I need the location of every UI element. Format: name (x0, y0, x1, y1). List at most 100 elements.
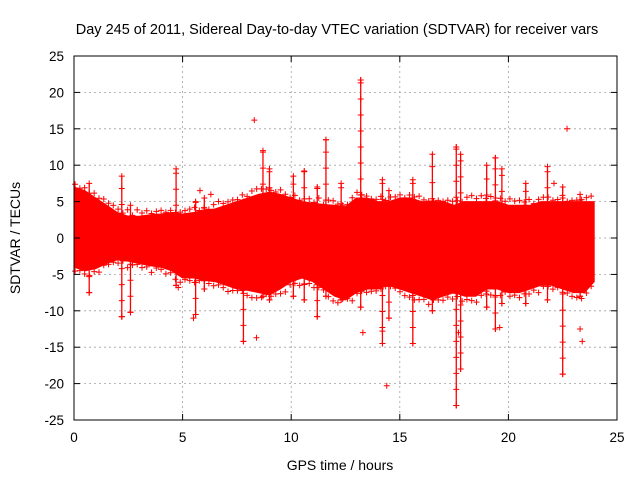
band-edge-point (564, 290, 571, 297)
spike-point (240, 258, 247, 265)
outlier-point (453, 144, 460, 150)
spike-point (357, 288, 364, 295)
y-tick-label: 20 (49, 85, 64, 100)
spike-end-point (409, 176, 416, 183)
spike-point (118, 185, 125, 192)
spike-point (453, 306, 460, 313)
band-edge-point (248, 187, 255, 194)
spike-point (457, 237, 464, 244)
spike-end-point (457, 151, 464, 158)
band-edge-point (105, 200, 112, 207)
outlier-point (196, 187, 203, 194)
band-edge-point (282, 288, 289, 295)
band-edge-point (244, 193, 251, 200)
spike-point (240, 290, 247, 297)
band-edge-point (224, 288, 231, 295)
band-edge-point (239, 287, 246, 294)
spike-point (453, 322, 460, 329)
x-tick-label: 0 (70, 430, 78, 445)
band-edge-point (181, 276, 188, 283)
band-edge-point (306, 195, 313, 202)
spike-point (290, 229, 297, 236)
spike-point (457, 269, 464, 276)
band-edge-point (349, 194, 356, 201)
spike-point (453, 226, 460, 233)
spike-end-point (314, 313, 321, 320)
band-edge-point (100, 262, 107, 269)
band-edge-point (210, 282, 217, 289)
spike-point (429, 163, 436, 170)
x-tick-label: 25 (609, 430, 624, 445)
spike-end-point (577, 293, 584, 300)
spike-point (522, 268, 529, 275)
band-edge-point (397, 191, 404, 198)
band-edge-point (392, 285, 399, 292)
spike-end-point (338, 296, 345, 303)
band-edge-point (363, 289, 370, 296)
band-edge-point (134, 206, 141, 213)
spike-point (492, 165, 499, 172)
spike-point (457, 173, 464, 180)
axis-ticks (73, 55, 618, 421)
band-edge-point (162, 209, 169, 216)
band-edge-point (220, 200, 227, 207)
spike-end-point (118, 173, 125, 180)
band-edge-point (72, 181, 79, 188)
x-tick-label: 5 (179, 430, 187, 445)
x-axis-label: GPS time / hours (287, 457, 394, 473)
band-edge-point (215, 281, 222, 288)
spike-point (457, 157, 464, 164)
spike-point (192, 231, 199, 238)
spike-point (457, 253, 464, 260)
spike-point (192, 295, 199, 302)
spike-point (338, 232, 345, 239)
spike-point (453, 338, 460, 345)
spike-point (322, 277, 329, 284)
spike-point (498, 268, 505, 275)
spike-point (240, 274, 247, 281)
x-tick-label: 15 (392, 430, 407, 445)
spike-point (259, 229, 266, 236)
spike-point (457, 221, 464, 228)
band-edge-point (330, 297, 337, 304)
band-edge-point (186, 277, 193, 284)
band-edge-point (554, 196, 561, 203)
spike-point (522, 188, 529, 195)
spike-point (118, 201, 125, 208)
spike-point (453, 162, 460, 169)
spike-point (338, 264, 345, 271)
spike-point (577, 261, 584, 268)
spike-point (118, 217, 125, 224)
spike-point (357, 208, 364, 215)
spike-point (322, 229, 329, 236)
band-edge-point (244, 292, 251, 299)
spike-point (301, 232, 308, 239)
spike-point (266, 216, 273, 223)
band-edge-point (478, 292, 485, 299)
spike-end-point (314, 184, 321, 191)
band-edge-point (287, 194, 294, 201)
band-edge-point (569, 293, 576, 300)
spike-point (259, 245, 266, 252)
spike-point (290, 261, 297, 268)
spike-point (492, 309, 499, 316)
band-edge-point (449, 296, 456, 303)
band-edge-point (158, 266, 165, 273)
spike-point (379, 276, 386, 283)
spike-end-point (259, 147, 266, 154)
band-edge-point (535, 289, 542, 296)
spike-point (457, 205, 464, 212)
spike-point (192, 215, 199, 222)
outlier-point (577, 326, 584, 332)
band-edge-point (516, 294, 523, 301)
band-edge-point (110, 259, 117, 266)
band-edge-point (583, 290, 590, 297)
spike-end-point (429, 307, 436, 314)
band-edge-point (215, 198, 222, 205)
spike-point (409, 260, 416, 267)
spike-point (453, 258, 460, 265)
outlier-point (207, 191, 214, 198)
spike-point (173, 186, 180, 193)
spike-end-point (290, 173, 297, 180)
band-edge-point (420, 196, 427, 203)
